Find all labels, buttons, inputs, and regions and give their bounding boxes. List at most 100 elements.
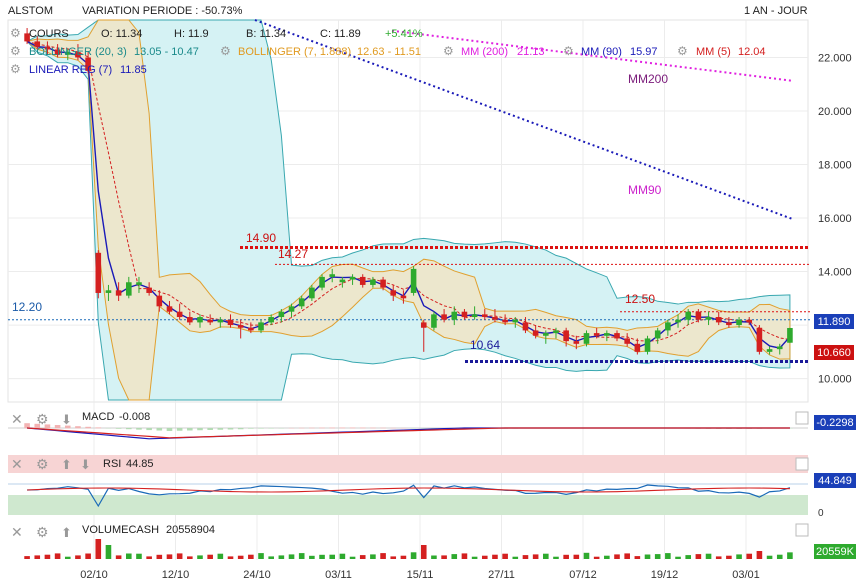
rsi-checkbox[interactable]: [795, 457, 809, 471]
volume-bar: [492, 554, 498, 559]
candle-body: [431, 314, 437, 328]
volume-value: 20558904: [166, 524, 215, 536]
volume-panel-header[interactable]: ✕ ⚙ ⬆ VOLUMECASH 20558904: [11, 523, 809, 540]
candle-body: [115, 290, 122, 296]
indicator-panels: [8, 423, 808, 559]
level-1220-label: 12.20: [12, 300, 42, 314]
macd-signal-line: [27, 427, 790, 439]
rsi-label: RSI: [103, 458, 121, 470]
close-icon[interactable]: ✕: [11, 456, 23, 472]
macd-checkbox[interactable]: [795, 411, 809, 425]
legend-mm200: MM (200): [461, 46, 508, 58]
candle-body: [746, 319, 753, 323]
legend-open: O: 11.34: [101, 28, 142, 40]
gear-icon[interactable]: ⚙: [10, 62, 21, 76]
legend-bollinger1: BOLLINGER (20, 3): [29, 46, 127, 58]
legend-row-indicators[interactable]: ⚙ BOLLINGER (20, 3) 13.05 - 10.47 ⚙ BOLL…: [10, 44, 766, 58]
volume-bar: [543, 553, 549, 559]
candle-body: [268, 317, 274, 323]
close-icon[interactable]: ✕: [11, 524, 23, 540]
gear-icon[interactable]: ⚙: [220, 44, 231, 58]
y-tick-label: 10.000: [818, 374, 852, 386]
mm5-line: [26, 40, 790, 342]
legend-linreg[interactable]: ⚙ LINEAR REG (7) 11.85: [10, 62, 147, 76]
legend-bollinger2: BOLLINGER (7, 1.888): [238, 46, 351, 58]
volume-bar: [410, 552, 417, 559]
volume-bar: [481, 555, 488, 559]
y-tick-label: 20.000: [818, 106, 852, 118]
arrow-up-icon[interactable]: ⬆: [61, 457, 72, 472]
rsi-overbought-band: [8, 455, 808, 473]
legend-linreg-val: 11.85: [120, 64, 147, 76]
volume-bar: [390, 556, 397, 559]
candle-body: [705, 317, 712, 320]
gear-icon[interactable]: ⚙: [10, 26, 21, 40]
volume-bar: [156, 554, 163, 559]
volume-bar: [522, 555, 529, 559]
legend-close: C: 11.89: [320, 28, 361, 40]
volume-bar: [756, 551, 763, 559]
arrow-down-icon[interactable]: ⬇: [80, 457, 91, 472]
candle-body: [624, 338, 630, 344]
macd-histogram-bar: [187, 428, 193, 431]
level-1250-label: 12.50: [625, 292, 655, 306]
volume-bar: [604, 555, 610, 559]
gear-icon[interactable]: ⚙: [36, 524, 49, 540]
legend-mm5-val: 12.04: [738, 46, 766, 58]
arrow-up-icon[interactable]: ⬆: [61, 525, 72, 540]
candle-body: [54, 49, 61, 55]
candle-body: [85, 57, 91, 71]
gear-icon[interactable]: ⚙: [36, 411, 49, 427]
candle-body: [227, 319, 234, 326]
candle-body: [187, 317, 193, 323]
rsi-value: 44.85: [126, 458, 154, 470]
legend-cours[interactable]: ⚙ COURS O: 11.34 H: 11.9 B: 11.34 C: 11.…: [10, 26, 423, 40]
candle-body: [329, 274, 336, 277]
arrow-down-icon[interactable]: ⬇: [61, 412, 72, 427]
volume-bar: [532, 554, 539, 559]
volume-bar: [715, 556, 722, 559]
candle-body: [309, 287, 315, 299]
x-tick-label: 27/11: [488, 569, 515, 581]
candle-body: [787, 328, 793, 343]
volume-bar: [136, 553, 142, 559]
legend-change: +5.41%: [385, 28, 423, 40]
candle-body: [95, 252, 102, 293]
candle-body: [24, 33, 30, 42]
volume-bar: [329, 554, 336, 559]
candle-body: [441, 314, 447, 320]
volume-bar: [593, 556, 600, 559]
period-label[interactable]: 1 AN - JOUR: [744, 5, 808, 17]
macd-histogram-bar: [227, 428, 234, 430]
volume-bar: [776, 554, 783, 559]
macd-value-box: [814, 415, 856, 430]
candle-body: [298, 298, 305, 307]
candle-body: [461, 311, 468, 318]
gear-icon[interactable]: ⚙: [443, 44, 454, 58]
candle-body: [420, 322, 427, 328]
candle-body: [410, 268, 417, 293]
candle-body: [695, 311, 702, 320]
macd-histogram-bar: [115, 428, 122, 429]
volume-bar: [349, 556, 356, 559]
price-frame: [7, 19, 809, 403]
candle-body: [390, 290, 397, 296]
volume-bar: [298, 553, 305, 559]
gear-icon[interactable]: ⚙: [563, 44, 574, 58]
candle-body: [665, 322, 671, 331]
macd-histogram-bar: [258, 428, 264, 429]
volume-bar: [705, 553, 712, 559]
gear-icon[interactable]: ⚙: [36, 456, 49, 472]
volume-bar: [207, 554, 213, 559]
volume-checkbox[interactable]: [795, 523, 809, 537]
macd-panel-header[interactable]: ✕ ⚙ ⬇ MACD -0.008: [11, 411, 809, 427]
candle-body: [492, 317, 498, 320]
rsi-panel-header[interactable]: ✕ ⚙ ⬆ ⬇ RSI 44.85: [11, 456, 809, 472]
gear-icon[interactable]: ⚙: [677, 44, 688, 58]
candle-body: [512, 319, 519, 323]
close-icon[interactable]: ✕: [11, 411, 23, 427]
rsi-box-label: 44.849: [818, 475, 852, 487]
gear-icon[interactable]: ⚙: [10, 44, 21, 58]
candle-body: [543, 333, 549, 336]
rsi-zero-label: 0: [818, 508, 824, 519]
